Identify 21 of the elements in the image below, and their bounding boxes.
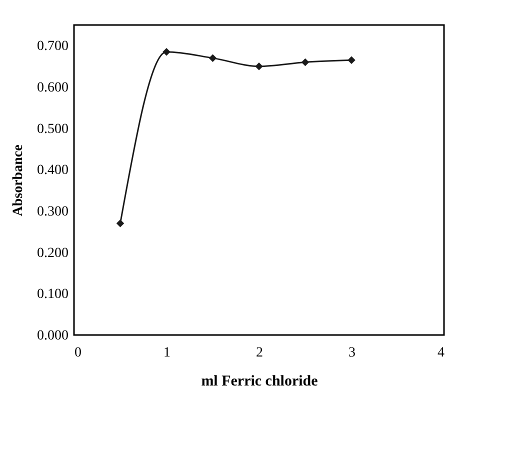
y-tick-label: 0.100 [37, 287, 68, 302]
point [348, 56, 356, 64]
y-tick-label: 0.500 [37, 122, 68, 137]
point [208, 54, 217, 62]
y-axis-title: Absorbance [11, 144, 26, 216]
y-tick-label: 0.000 [37, 328, 68, 344]
x-tick-label: 3 [348, 346, 356, 360]
x-tick-label: 2 [256, 346, 263, 360]
y-tick-label: 0.400 [37, 163, 68, 178]
y-tick-label: 0.600 [37, 80, 68, 96]
point [255, 62, 263, 70]
point [301, 58, 310, 66]
y-tick-label: 0.300 [37, 204, 68, 220]
point [162, 48, 170, 56]
x-tick-label: 0 [74, 346, 82, 360]
x-tick-label: 1 [164, 346, 170, 360]
x-tick-label: 4 [438, 346, 444, 360]
point [116, 220, 124, 228]
y-tick-label: 0.700 [37, 39, 68, 54]
y-tick-label: 0.200 [37, 246, 68, 261]
x-axis-title: ml Ferric chloride [201, 374, 318, 390]
